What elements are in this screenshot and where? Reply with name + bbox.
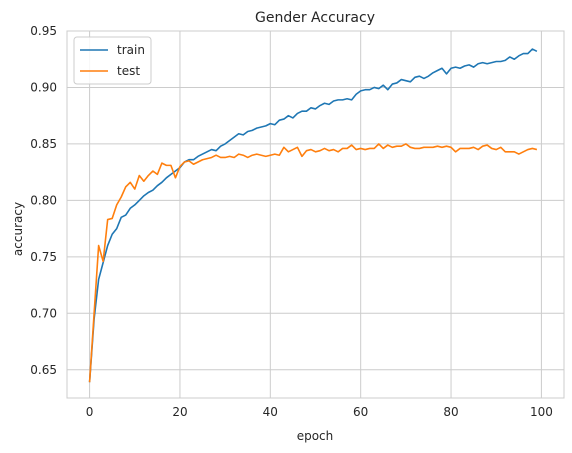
chart-title: Gender Accuracy (255, 10, 375, 26)
x-tick-label: 100 (530, 405, 553, 419)
y-tick-label: 0.75 (30, 250, 57, 264)
legend: train test (73, 36, 152, 85)
y-axis-label: accuracy (11, 202, 25, 256)
y-tick-label: 0.85 (30, 137, 57, 151)
series-group (88, 48, 538, 383)
x-tick-label: 60 (353, 405, 368, 419)
legend-label-train: train (117, 43, 145, 57)
series-line-test (88, 143, 538, 383)
y-tick-label: 0.70 (30, 306, 57, 320)
y-tick-label: 0.80 (30, 193, 57, 207)
y-tick-label: 0.90 (30, 80, 57, 94)
plot-area (66, 30, 565, 399)
y-tick-label: 0.95 (30, 24, 57, 38)
legend-label-test: test (117, 64, 140, 78)
tick-labels: 0 20 40 60 80 100 0.65 0.70 0.75 0.80 0.85 0.90 0.95 (30, 24, 553, 419)
legend-box (73, 36, 152, 85)
x-tick-label: 20 (172, 405, 187, 419)
series-line-train (88, 48, 538, 383)
x-tick-label: 80 (443, 405, 458, 419)
y-tick-label: 0.65 (30, 363, 57, 377)
x-axis-label: epoch (297, 429, 334, 443)
x-tick-label: 40 (263, 405, 278, 419)
x-tick-label: 0 (86, 405, 94, 419)
grid (67, 30, 564, 398)
